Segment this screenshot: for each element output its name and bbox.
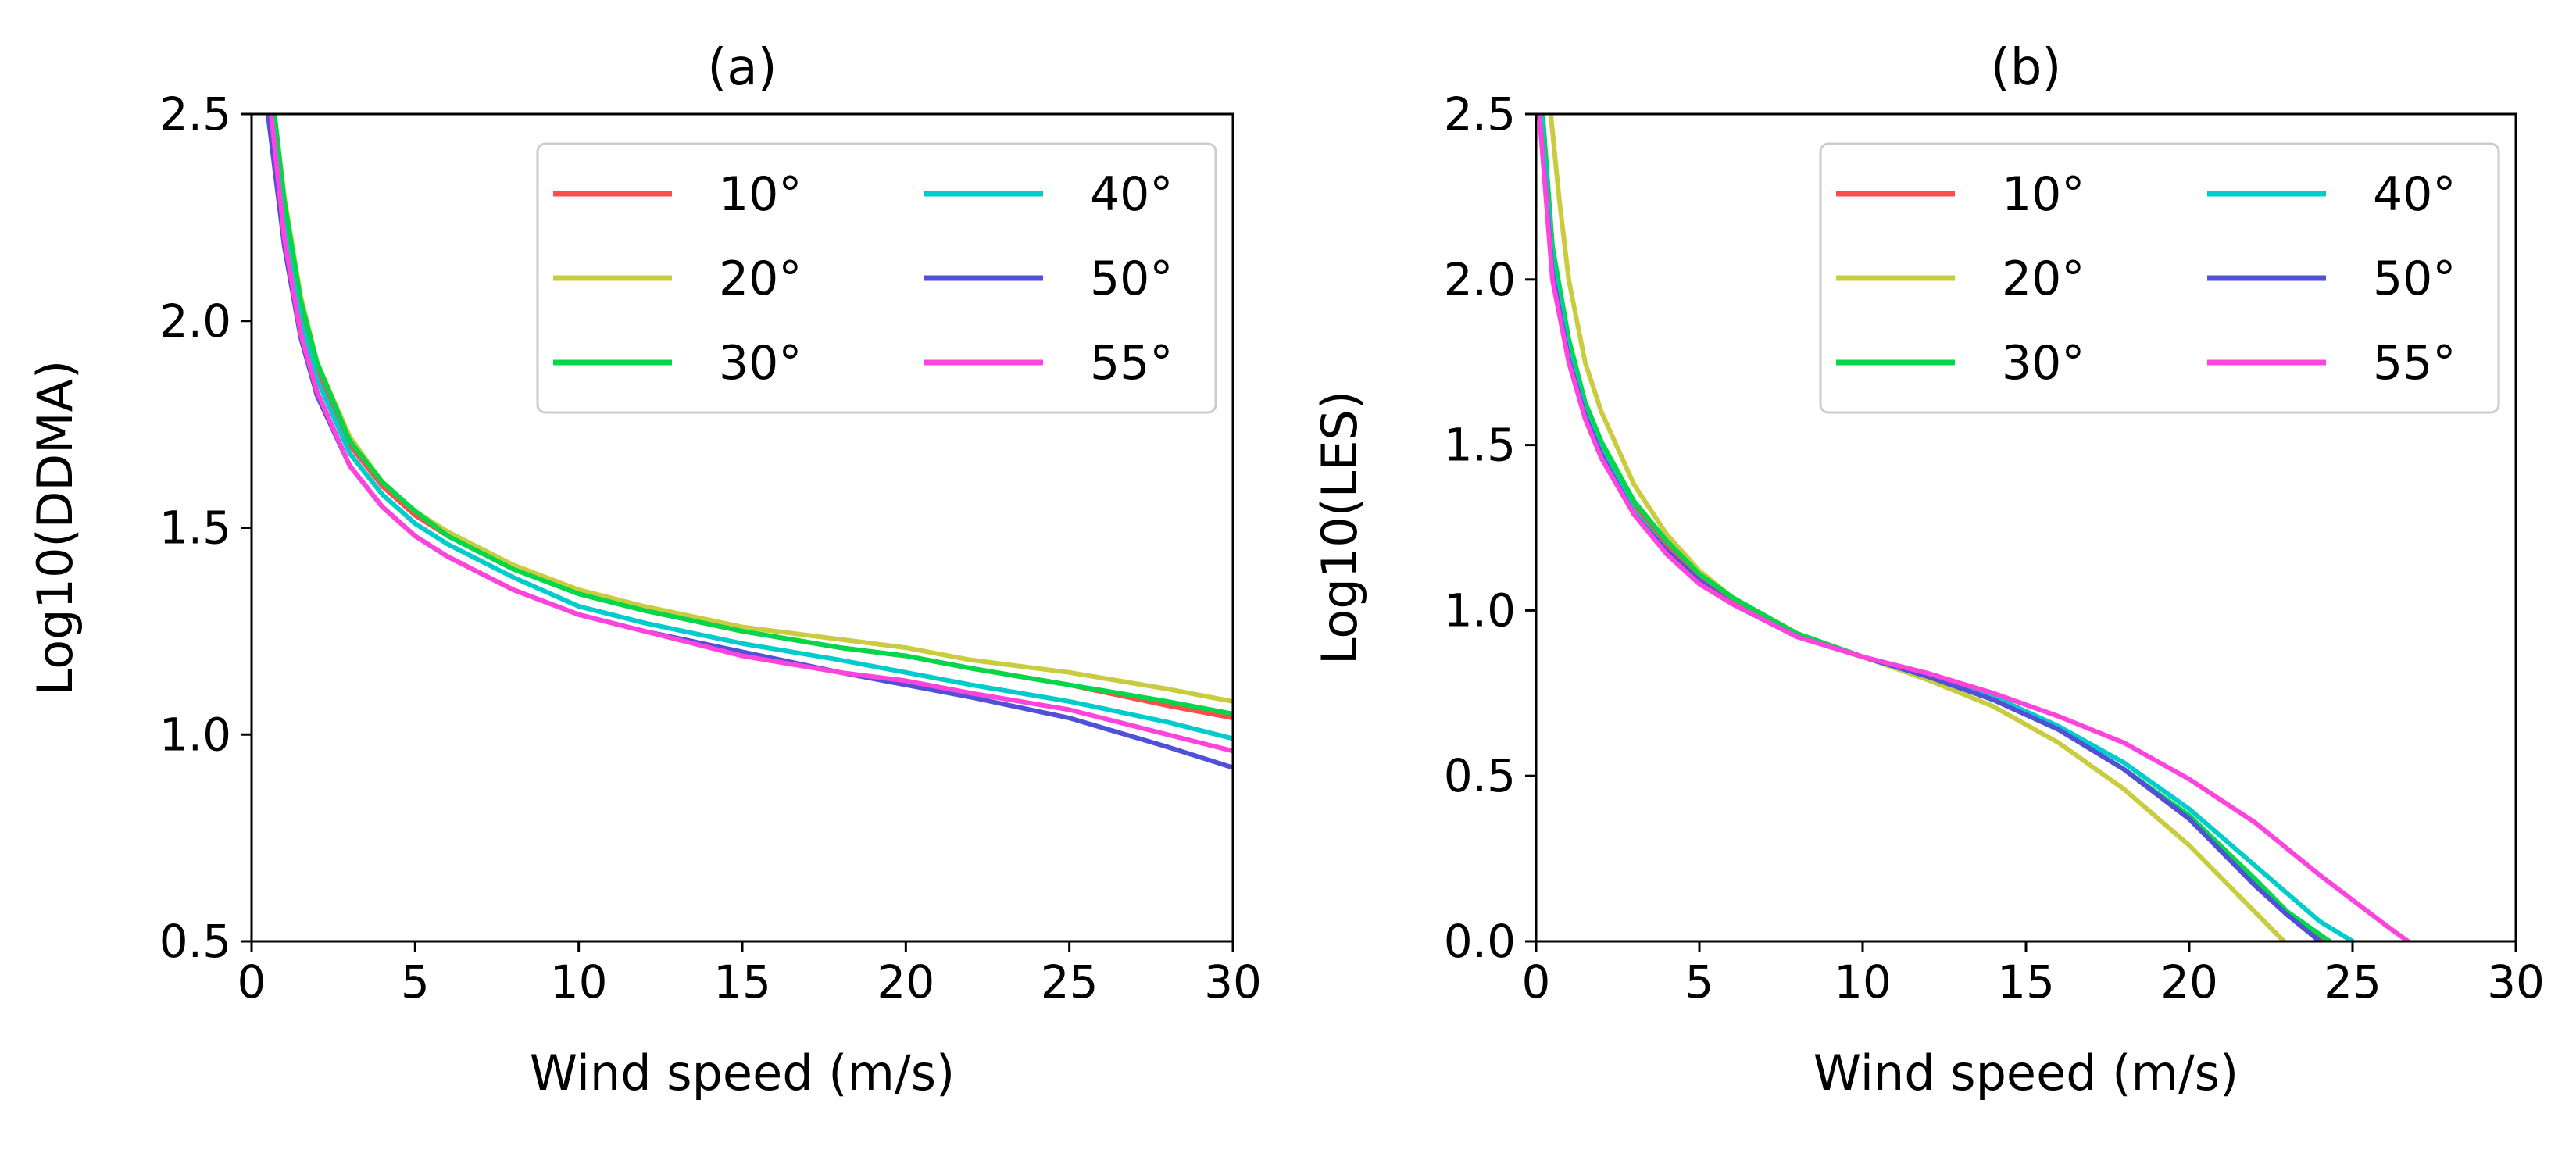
legend-label: 40° [1090, 167, 1173, 222]
series-line-6 [1537, 114, 2411, 941]
panel-a: 0 5 10 15 20 25 30 0.5 1.0 1.5 2.0 2.5 (a) Wind speed… [27, 39, 1262, 1102]
legend-label: 40° [2373, 167, 2456, 222]
y-tick-label: 0.5 [1444, 749, 1516, 802]
panels: 0 5 10 15 20 25 30 0.5 1.0 1.5 2.0 2.5 (a) Wind speed… [27, 39, 2545, 1102]
legend-label: 50° [2373, 252, 2456, 306]
y-tick-label: 0.5 [159, 915, 231, 968]
x-tick-label: 25 [2324, 955, 2381, 1009]
y-tick-label: 1.5 [1444, 419, 1516, 472]
x-tick-label: 20 [877, 955, 934, 1009]
legend-label: 10° [2002, 167, 2085, 222]
x-tick-label: 0 [238, 955, 266, 1009]
x-tick-label: 15 [1997, 955, 2055, 1009]
y-tick-label: 2.0 [1444, 253, 1516, 306]
x-tick-label: 25 [1041, 955, 1099, 1009]
x-tick-label: 30 [1204, 955, 1262, 1009]
y-tick-label: 1.5 [159, 502, 231, 555]
x-axis-label: Wind speed (m/s) [530, 1044, 956, 1102]
chart-title: (a) [707, 39, 777, 97]
legend-label: 55° [2373, 336, 2456, 391]
legend-box [1819, 142, 2500, 414]
chart-title: (b) [1991, 39, 2062, 97]
series-group [265, 114, 1233, 770]
x-tick-label: 15 [713, 955, 771, 1009]
x-tick-label: 30 [2487, 955, 2545, 1009]
series-line-6 [269, 114, 1233, 754]
y-tick-label: 2.0 [159, 295, 231, 348]
series-line-3 [1540, 114, 2332, 941]
legend-label: 30° [719, 336, 802, 391]
x-tick-label: 20 [2160, 955, 2218, 1009]
x-tick-label: 5 [401, 955, 430, 1009]
legend-label: 20° [2002, 252, 2085, 306]
legend-label: 55° [1090, 336, 1173, 391]
y-tick-label: 1.0 [159, 708, 231, 761]
series-line-4 [269, 114, 1233, 741]
legend-label: 20° [719, 252, 802, 306]
x-tick-label: 5 [1685, 955, 1714, 1009]
y-tick-label: 0.0 [1444, 915, 1516, 968]
series-group [1537, 114, 2411, 941]
x-tick-label: 0 [1522, 955, 1551, 1009]
series-line-3 [272, 114, 1233, 716]
legend: 10° 20° 30° 40° 50° 55° [536, 142, 1217, 414]
y-axis-label: Log10(DDMA) [27, 360, 84, 695]
legend-label: 30° [2002, 336, 2085, 391]
legend-label: 50° [1090, 252, 1173, 306]
panel-b: 0 5 10 15 20 25 30 0.0 0.5 1.0 1.5 2.0 2.5 (b) Wind sp… [1311, 39, 2545, 1102]
legend-box [536, 142, 1217, 414]
x-axis-label: Wind speed (m/s) [1813, 1044, 2239, 1102]
y-tick-label: 2.5 [1444, 87, 1516, 141]
legend: 10° 20° 30° 40° 50° 55° [1819, 142, 2500, 414]
y-tick-label: 1.0 [1444, 584, 1516, 637]
x-tick-label: 10 [1834, 955, 1892, 1009]
x-tick-label: 10 [550, 955, 608, 1009]
y-axis-label: Log10(LES) [1311, 391, 1368, 665]
y-tick-label: 2.5 [159, 87, 231, 141]
legend-label: 10° [719, 167, 802, 222]
